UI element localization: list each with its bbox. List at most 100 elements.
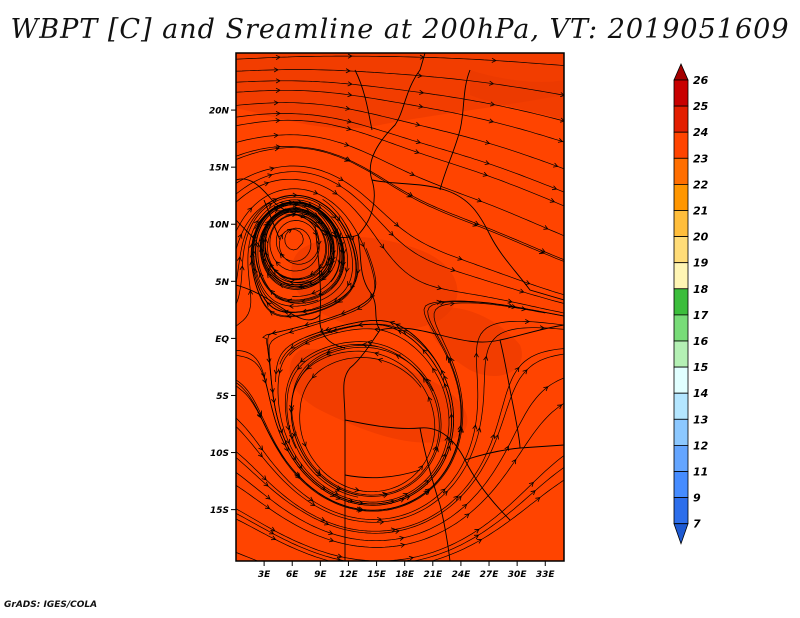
stream-arrow xyxy=(338,247,344,254)
stream-arrow xyxy=(299,357,305,363)
lon-label: 9E xyxy=(314,570,327,580)
stream-arrow xyxy=(560,117,564,123)
lat-label: 15N xyxy=(209,164,230,174)
colorbar-label: 9 xyxy=(693,492,701,505)
stream-arrow xyxy=(432,367,437,373)
stream-arrow xyxy=(409,171,415,176)
stream-arrow xyxy=(257,452,263,458)
stream-arrow xyxy=(472,424,478,430)
streamline xyxy=(236,119,564,207)
lon-label: 15E xyxy=(367,570,387,580)
stream-arrow xyxy=(357,322,363,328)
stream-arrow xyxy=(395,354,401,360)
stream-arrow xyxy=(289,433,294,440)
stream-arrow xyxy=(269,262,274,269)
stream-arrow xyxy=(330,250,336,256)
stream-arrow xyxy=(457,255,463,261)
colorbar-label: 12 xyxy=(693,439,709,452)
colorbar-label: 16 xyxy=(693,335,709,348)
stream-arrow xyxy=(289,405,295,411)
stream-arrow xyxy=(346,118,353,124)
stream-arrow xyxy=(239,265,245,271)
stream-arrow xyxy=(494,434,499,440)
streamline xyxy=(236,89,564,143)
colorbar-box xyxy=(673,497,689,525)
stream-arrow xyxy=(446,445,451,451)
streamline xyxy=(259,201,338,290)
lon-label: 6E xyxy=(286,570,299,580)
stream-arrow xyxy=(289,279,295,285)
stream-arrow xyxy=(345,156,351,162)
colorbar-box xyxy=(673,236,689,264)
stream-arrow xyxy=(264,504,271,510)
stream-arrow xyxy=(418,103,424,109)
stream-arrow xyxy=(251,250,257,256)
colorbar-label: 7 xyxy=(693,518,701,531)
stream-arrow xyxy=(410,564,414,568)
stream-arrow xyxy=(273,100,279,106)
stream-arrow xyxy=(344,267,350,273)
colorbar-box xyxy=(673,183,689,211)
stream-arrow xyxy=(374,351,380,357)
lon-label: 21E xyxy=(423,570,443,580)
colorbar-cap-bottom xyxy=(673,523,689,545)
stream-arrow xyxy=(313,189,319,195)
colorbar-box xyxy=(673,131,689,159)
colorbar-box xyxy=(673,157,689,185)
stream-arrow xyxy=(557,138,564,143)
stream-arrow xyxy=(402,330,408,335)
colorbar-label: 26 xyxy=(693,74,709,87)
stream-arrow xyxy=(360,242,365,248)
stream-arrow xyxy=(275,54,281,60)
stream-arrow xyxy=(344,142,350,147)
stream-arrow xyxy=(283,309,289,315)
stream-arrow xyxy=(259,272,264,278)
stream-arrow xyxy=(249,260,255,266)
stream-arrow xyxy=(273,369,279,375)
stream-arrow xyxy=(275,261,281,267)
streamline xyxy=(236,466,564,561)
stream-arrow xyxy=(395,323,401,329)
border-line xyxy=(236,284,321,321)
stream-arrow xyxy=(511,458,517,465)
stream-arrow xyxy=(394,221,400,227)
stream-arrow xyxy=(323,520,330,526)
stream-arrow xyxy=(269,311,275,316)
stream-arrow xyxy=(266,301,272,307)
stream-arrow xyxy=(507,298,513,304)
lat-label: 10N xyxy=(209,221,230,231)
stream-arrow xyxy=(320,516,326,522)
stream-arrow xyxy=(329,492,336,497)
colorbar-box xyxy=(673,210,689,238)
stream-arrow xyxy=(521,306,527,312)
colorbar-label: 15 xyxy=(693,361,709,374)
streamline xyxy=(236,402,564,548)
stream-arrow xyxy=(543,386,549,392)
stream-arrow xyxy=(279,253,285,259)
stream-arrow xyxy=(261,475,267,481)
stream-arrow xyxy=(504,445,509,451)
stream-arrow xyxy=(236,256,242,262)
stream-arrow xyxy=(277,368,283,374)
map-frame xyxy=(235,52,565,562)
stream-arrow xyxy=(525,280,531,285)
stream-arrow xyxy=(334,487,340,492)
stream-arrow xyxy=(278,233,283,240)
stream-arrow xyxy=(488,118,495,124)
colorbar-box xyxy=(673,105,689,133)
stream-arrow xyxy=(300,213,306,219)
stream-arrow xyxy=(522,369,528,375)
stream-arrow xyxy=(491,57,497,63)
longitude-axis: 3E 6E 9E 12E 15E 18E 21E 24E 27E 30E 33E xyxy=(258,561,555,580)
stream-arrow xyxy=(361,342,367,348)
stream-arrow xyxy=(267,173,273,179)
stream-arrow xyxy=(297,284,303,290)
stream-arrow xyxy=(553,162,559,168)
lat-label: 10S xyxy=(210,449,229,459)
stream-arrow xyxy=(275,111,281,117)
lat-label: 15S xyxy=(210,506,229,516)
stream-arrow xyxy=(354,487,360,492)
streamline xyxy=(236,377,564,542)
stream-arrow xyxy=(336,182,342,187)
stream-arrow xyxy=(388,230,394,236)
